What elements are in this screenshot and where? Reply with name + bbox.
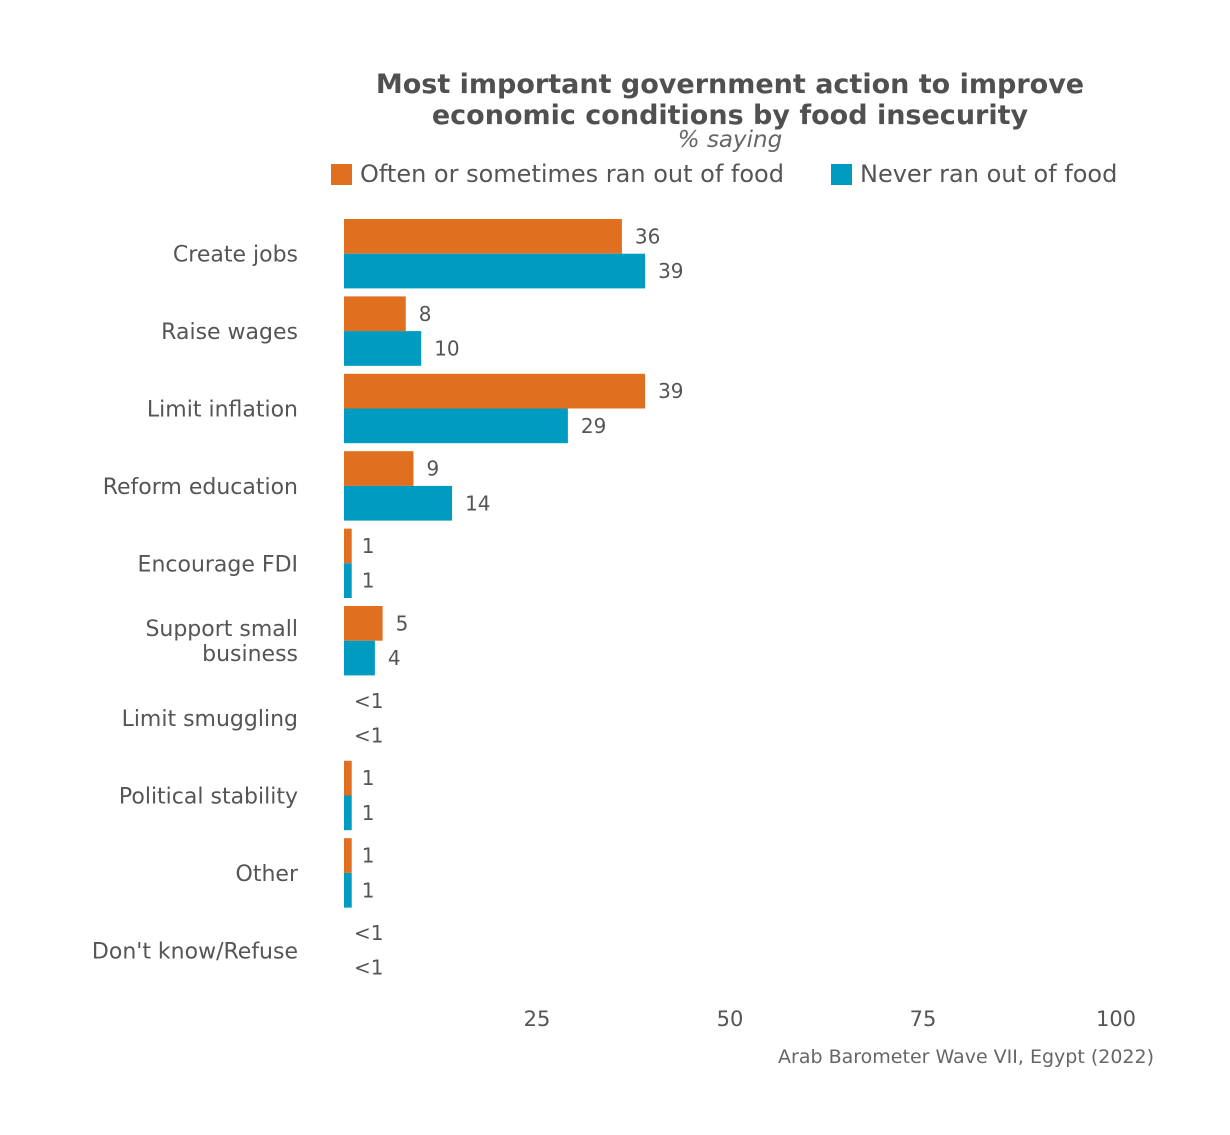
category-label: business xyxy=(202,642,298,667)
bar-often xyxy=(344,760,352,796)
category-label: Reform education xyxy=(103,475,298,500)
bar-often xyxy=(344,219,622,254)
bar-never xyxy=(344,872,352,908)
data-label: <1 xyxy=(354,921,383,945)
data-label: <1 xyxy=(354,956,383,980)
x-tick-label: 50 xyxy=(717,1007,744,1031)
category-label: Other xyxy=(236,862,299,887)
data-label: <1 xyxy=(354,723,383,747)
data-label: 5 xyxy=(396,611,409,635)
category-label: Support small xyxy=(145,617,298,642)
legend-swatch-often xyxy=(331,163,352,185)
category-label: Encourage FDI xyxy=(138,552,298,577)
data-label: 8 xyxy=(419,302,432,326)
category-label: Limit smuggling xyxy=(122,707,298,732)
data-label: 4 xyxy=(388,646,401,670)
data-label: 1 xyxy=(362,801,375,825)
bar-never xyxy=(344,485,453,521)
data-label: 1 xyxy=(362,878,375,902)
category-label: Limit inflation xyxy=(147,398,298,423)
category-label: Political stability xyxy=(119,785,298,810)
bar-never xyxy=(344,408,568,444)
bar-never xyxy=(344,253,646,289)
x-tick-label: 25 xyxy=(524,1007,551,1031)
data-label: 10 xyxy=(434,336,459,360)
legend-label-never: Never ran out of food xyxy=(860,160,1118,188)
bar-often xyxy=(344,296,406,332)
bar-never xyxy=(344,331,422,366)
legend-item-often: Often or sometimes ran out of food xyxy=(331,160,784,188)
x-tick-label: 75 xyxy=(910,1007,937,1031)
data-label: 1 xyxy=(362,766,375,790)
bar-often xyxy=(344,606,383,641)
category-label: Raise wages xyxy=(161,320,298,345)
bar-often xyxy=(344,451,414,486)
legend-item-never: Never ran out of food xyxy=(831,160,1117,188)
chart-subtitle: % saying xyxy=(677,127,783,153)
legend-swatch-never xyxy=(831,163,852,185)
data-label: <1 xyxy=(354,689,383,713)
legend-label-often: Often or sometimes ran out of food xyxy=(360,160,784,188)
chart-title-line-2: economic conditions by food insecurity xyxy=(431,100,1029,131)
data-label: 36 xyxy=(635,224,660,248)
bar-never xyxy=(344,563,352,598)
data-label: 39 xyxy=(658,259,683,283)
bar-often xyxy=(344,373,646,409)
data-label: 14 xyxy=(465,491,490,515)
category-label: Create jobs xyxy=(173,243,298,268)
data-label: 1 xyxy=(362,534,375,558)
source-caption: Arab Barometer Wave VII, Egypt (2022) xyxy=(778,1046,1154,1068)
chart-title-line-1: Most important government action to impr… xyxy=(375,69,1085,100)
data-label: 1 xyxy=(362,569,375,593)
bar-often xyxy=(344,528,352,564)
data-label: 29 xyxy=(581,414,606,438)
x-tick-label: 100 xyxy=(1096,1007,1136,1031)
data-label: 39 xyxy=(658,379,683,403)
category-label: Don't know/Refuse xyxy=(92,939,298,964)
bar-never xyxy=(344,795,352,831)
bar-often xyxy=(344,838,352,873)
data-label: 9 xyxy=(426,457,439,481)
bar-never xyxy=(344,640,375,676)
data-label: 1 xyxy=(362,844,375,868)
